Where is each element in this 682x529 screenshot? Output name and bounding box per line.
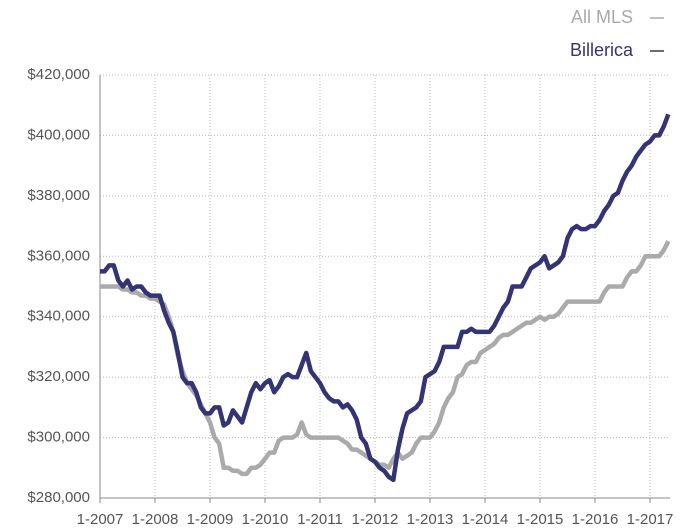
legend-label: Billerica	[570, 40, 634, 60]
y-tick-label: $400,000	[27, 126, 90, 143]
x-tick-label: 1-2014	[462, 511, 509, 528]
x-tick-label: 1-2016	[572, 511, 619, 528]
y-tick-label: $320,000	[27, 368, 90, 385]
y-tick-label: $300,000	[27, 429, 90, 446]
y-tick-label: $360,000	[27, 247, 90, 264]
x-tick-label: 1-2008	[132, 511, 179, 528]
y-tick-label: $380,000	[27, 187, 90, 204]
x-tick-label: 1-2011	[297, 511, 343, 528]
x-tick-label: 1-2015	[517, 511, 564, 528]
series-line	[100, 240, 671, 477]
series-line	[100, 113, 671, 483]
legend-label: All MLS	[571, 7, 633, 27]
y-tick-label: $280,000	[27, 489, 90, 506]
x-tick-label: 1-2017	[627, 511, 674, 528]
y-tick-label: $420,000	[27, 66, 90, 83]
x-tick-label: 1-2013	[407, 511, 454, 528]
x-tick-label: 1-2009	[187, 511, 234, 528]
x-tick-label: 1-2010	[242, 511, 289, 528]
x-tick-label: 1-2007	[77, 511, 124, 528]
x-tick-label: 1-2012	[352, 511, 399, 528]
y-tick-label: $340,000	[27, 308, 90, 325]
